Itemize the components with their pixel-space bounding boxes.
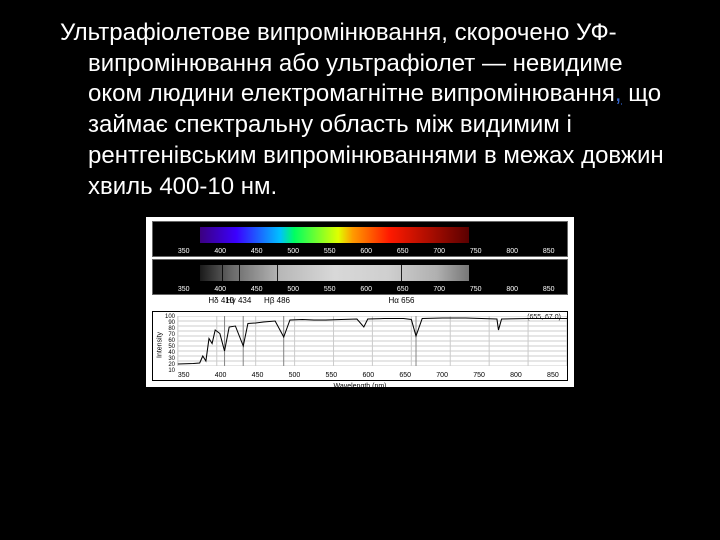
tick-label: 600	[360, 248, 372, 255]
x-tick: 700	[436, 372, 448, 379]
absorption-line	[401, 265, 402, 281]
x-tick: 850	[547, 372, 559, 379]
x-tick: 400	[215, 372, 227, 379]
intensity-plot-svg: Intensity	[153, 316, 567, 366]
paragraph-head: Ультрафіолетове випромінювання, скорочен…	[60, 19, 623, 107]
hydrogen-line-labels: Hδ 410Hγ 434Hβ 486Hα 656	[152, 297, 568, 311]
tick-label: 600	[360, 286, 372, 293]
tick-label: 500	[287, 286, 299, 293]
hydrogen-label: Hγ 434	[226, 297, 251, 305]
grey-spectrum-band	[200, 265, 470, 281]
tick-label: 450	[251, 248, 263, 255]
tick-label: 800	[506, 248, 518, 255]
x-tick: 600	[362, 372, 374, 379]
tick-label: 850	[543, 248, 555, 255]
svg-text:Intensity: Intensity	[155, 332, 163, 358]
figure-border: 350 400 450 500 550 600 650 700 750 800 850 350 400…	[145, 216, 575, 388]
tick-label: 800	[506, 286, 518, 293]
tick-label: 400	[214, 286, 226, 293]
slide: Ультрафіолетове випромінювання, скорочен…	[0, 0, 720, 388]
grey-spectrum-panel: 350 400 450 500 550 600 650 700 750 800 850	[152, 259, 568, 295]
tick-label: 750	[470, 248, 482, 255]
x-axis-label: Wavelength (nm)	[153, 383, 567, 390]
em-radiation-link[interactable]: ,	[615, 80, 622, 107]
body-paragraph: Ультрафіолетове випромінювання, скорочен…	[40, 18, 680, 202]
x-tick: 800	[510, 372, 522, 379]
tick-label: 850	[543, 286, 555, 293]
x-tick: 350	[178, 372, 190, 379]
x-tick: 750	[473, 372, 485, 379]
tick-label: 550	[324, 248, 336, 255]
chart-xticks: 350 400 450 500 550 600 650 700 750 800 850	[153, 372, 567, 379]
tick-label: 750	[470, 286, 482, 293]
tick-label: 650	[397, 248, 409, 255]
tick-label: 400	[214, 248, 226, 255]
tick-label: 350	[178, 248, 190, 255]
tick-label: 500	[287, 248, 299, 255]
spectrum-figure: 350 400 450 500 550 600 650 700 750 800 850 350 400…	[145, 216, 575, 388]
visible-spectrum-panel: 350 400 450 500 550 600 650 700 750 800 850	[152, 221, 568, 257]
absorption-line	[277, 265, 278, 281]
x-tick: 550	[326, 372, 338, 379]
absorption-line	[222, 265, 223, 281]
x-tick: 650	[399, 372, 411, 379]
tick-label: 350	[178, 286, 190, 293]
x-tick: 450	[252, 372, 264, 379]
tick-label: 550	[324, 286, 336, 293]
tick-label: 700	[433, 248, 445, 255]
tick-label: 450	[251, 286, 263, 293]
tick-label: 700	[433, 286, 445, 293]
absorption-line	[239, 265, 240, 281]
visible-spectrum-gradient	[200, 227, 470, 243]
tick-label: 650	[397, 286, 409, 293]
x-tick: 500	[289, 372, 301, 379]
hydrogen-label: Hβ 486	[264, 297, 290, 305]
hydrogen-label: Hα 656	[389, 297, 415, 305]
spectrum-xticks: 350 400 450 500 550 600 650 700 750 800 850	[153, 248, 567, 255]
grey-xticks: 350 400 450 500 550 600 650 700 750 800 850	[153, 286, 567, 293]
intensity-chart-panel: (655, 67.0) 100908070605040302010 Intens…	[152, 311, 568, 381]
